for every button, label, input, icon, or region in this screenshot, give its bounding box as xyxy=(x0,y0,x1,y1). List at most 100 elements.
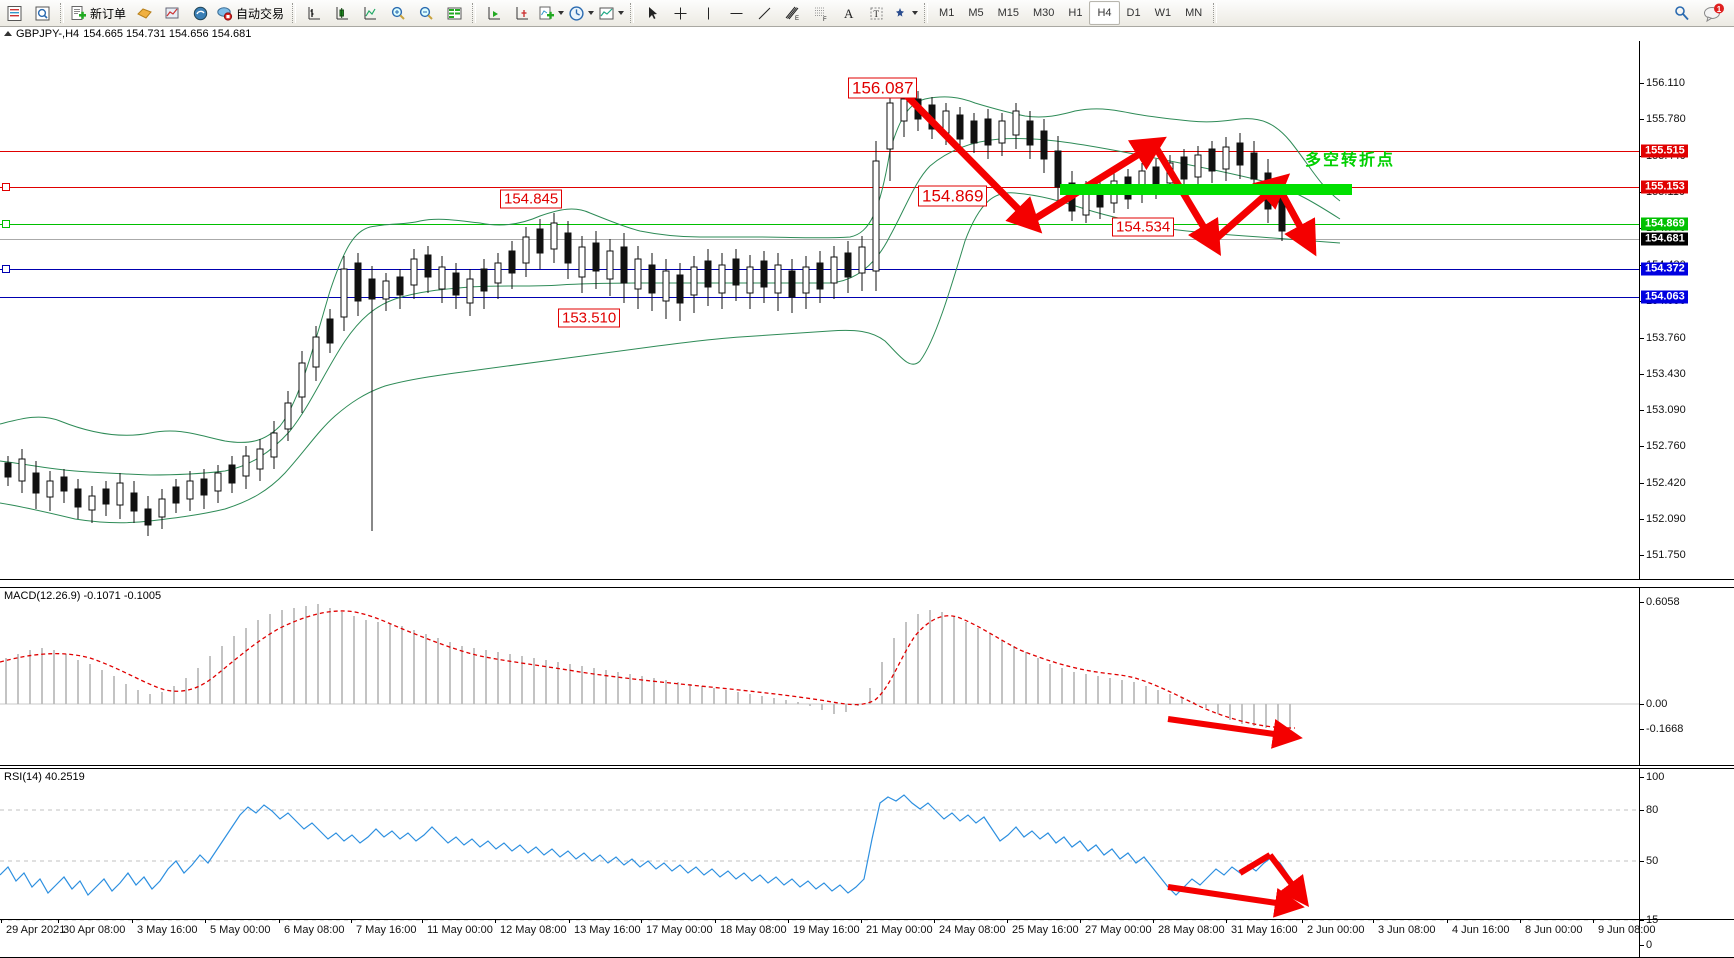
price-tick: 152.090 xyxy=(1640,513,1686,525)
timeframe-m30[interactable]: M30 xyxy=(1033,7,1055,19)
market-watch-icon[interactable] xyxy=(0,1,28,25)
timeframe-h1[interactable]: H1 xyxy=(1068,7,1083,19)
chevron-down-icon[interactable] xyxy=(558,11,565,15)
expert-advisor-icon[interactable] xyxy=(130,1,158,25)
indicators-icon[interactable] xyxy=(536,1,566,25)
auto-trading-label: 自动交易 xyxy=(236,6,285,21)
annotation-153510[interactable]: 153.510 xyxy=(558,308,621,328)
rsi-bearish-arrow-2 xyxy=(1238,852,1272,876)
metaeditor-icon[interactable] xyxy=(186,1,214,25)
rsi-pane[interactable]: RSI(14) 40.2519 100 80 50 15 0 xyxy=(0,768,1734,958)
timeframe-m1[interactable]: M1 xyxy=(939,7,955,19)
level-handle-155153[interactable] xyxy=(2,183,10,191)
time-label: 4 Jun 16:00 xyxy=(1447,920,1510,936)
zoom-in-icon[interactable] xyxy=(384,1,412,25)
zoom-out-icon[interactable] xyxy=(412,1,440,25)
resistance-line-155153[interactable] xyxy=(0,187,1640,188)
timeframe-w1[interactable]: W1 xyxy=(1154,7,1172,19)
price-pane[interactable]: 156.087 154.845 154.869 154.534 153.510 … xyxy=(0,41,1734,580)
bar-chart-icon[interactable] xyxy=(300,1,328,25)
time-label: 8 Jun 00:00 xyxy=(1520,920,1583,936)
price-tick: 152.760 xyxy=(1640,440,1686,452)
badge-count: 1 xyxy=(1717,5,1722,14)
cursor-icon[interactable] xyxy=(638,1,666,25)
notification-badge[interactable]: 1 xyxy=(1700,1,1728,25)
chart-container[interactable]: 156.087 154.845 154.869 154.534 153.510 … xyxy=(0,41,1734,958)
toolbar-separator-4 xyxy=(630,3,635,23)
equidistant-channel-icon[interactable]: E xyxy=(778,1,806,25)
periods-icon[interactable] xyxy=(566,1,596,25)
chart-shift-icon[interactable] xyxy=(508,1,536,25)
chevron-down-icon-4[interactable] xyxy=(912,11,919,15)
resistance-line-155515[interactable] xyxy=(0,151,1640,152)
new-order-button[interactable]: 新订单 xyxy=(68,1,130,25)
vertical-line-icon[interactable] xyxy=(694,1,722,25)
line-chart-icon[interactable] xyxy=(356,1,384,25)
price-tick: 155.780 xyxy=(1640,113,1686,125)
macd-pane[interactable]: MACD(12.26.9) -0.1071 -0.1005 xyxy=(0,587,1734,766)
toolbar-separator-6 xyxy=(1213,3,1218,23)
time-label: 5 May 00:00 xyxy=(205,920,271,936)
timeframe-d1[interactable]: D1 xyxy=(1126,7,1141,19)
price-axis[interactable]: 156.110 155.780 155.440 155.110 154.770 … xyxy=(1639,41,1734,579)
price-label-154869[interactable]: 154.869 xyxy=(1641,217,1688,231)
price-tick: 153.090 xyxy=(1640,404,1686,416)
collapse-triangle-icon[interactable] xyxy=(4,31,12,36)
search-icon[interactable] xyxy=(1668,1,1696,25)
auto-scroll-icon[interactable] xyxy=(480,1,508,25)
time-label: 30 Apr 08:00 xyxy=(57,920,126,936)
toolbar-separator xyxy=(60,3,64,23)
time-axis[interactable]: 29 Apr 2021 30 Apr 08:00 3 May 16:00 5 M… xyxy=(0,919,1734,946)
annotation-154845[interactable]: 154.845 xyxy=(500,189,563,209)
level-handle-154869[interactable] xyxy=(2,220,10,228)
time-label: 7 May 16:00 xyxy=(351,920,417,936)
rsi-bearish-arrow-3 xyxy=(1267,853,1309,907)
current-price-line xyxy=(0,239,1640,240)
level-handle-154372[interactable] xyxy=(2,265,10,273)
templates-icon[interactable] xyxy=(596,1,626,25)
horizontal-line-icon[interactable] xyxy=(722,1,750,25)
timeframe-h4[interactable]: H4 xyxy=(1089,1,1120,25)
support-line-154869[interactable] xyxy=(0,224,1640,225)
macd-tick: 0.00 xyxy=(1640,698,1667,710)
annotation-154869[interactable]: 154.869 xyxy=(918,185,988,207)
annotation-156087[interactable]: 156.087 xyxy=(848,77,918,99)
svg-text:A: A xyxy=(844,6,854,21)
text-icon[interactable]: A xyxy=(834,1,862,25)
price-tick: 153.430 xyxy=(1640,368,1686,380)
time-label: 29 Apr 2021 xyxy=(0,920,66,936)
timeframe-m5[interactable]: M5 xyxy=(968,7,984,19)
rsi-tick: 80 xyxy=(1640,804,1658,816)
rsi-tick: 100 xyxy=(1640,771,1664,783)
time-label: 28 May 08:00 xyxy=(1153,920,1225,936)
chevron-down-icon-2[interactable] xyxy=(588,11,595,15)
trendline-icon[interactable] xyxy=(750,1,778,25)
shapes-icon[interactable] xyxy=(890,1,920,25)
auto-trading-button[interactable]: 自动交易 xyxy=(214,1,288,25)
data-window-icon[interactable] xyxy=(28,1,56,25)
support-zone-band xyxy=(1060,184,1352,195)
macd-axis: 0.6058 0.00 -0.1668 xyxy=(1639,588,1734,765)
price-label-155515[interactable]: 155.515 xyxy=(1641,144,1688,158)
downtrend-arrow-1 xyxy=(899,88,1043,234)
strategy-tester-icon[interactable] xyxy=(158,1,186,25)
text-label-icon[interactable]: T xyxy=(862,1,890,25)
candlestick-chart-icon[interactable] xyxy=(328,1,356,25)
timeframe-mn[interactable]: MN xyxy=(1185,7,1203,19)
macd-canvas xyxy=(0,604,1640,749)
rsi-canvas xyxy=(0,794,1640,921)
price-label-154063[interactable]: 154.063 xyxy=(1641,290,1688,304)
price-label-155153[interactable]: 155.153 xyxy=(1641,180,1688,194)
chevron-down-icon-3[interactable] xyxy=(618,11,625,15)
time-label: 3 May 16:00 xyxy=(132,920,198,936)
crosshair-icon[interactable] xyxy=(666,1,694,25)
annotation-154534[interactable]: 154.534 xyxy=(1112,217,1175,237)
time-label: 18 May 08:00 xyxy=(715,920,787,936)
fibonacci-icon[interactable]: F xyxy=(806,1,834,25)
price-label-154372[interactable]: 154.372 xyxy=(1641,262,1688,276)
timeframe-m15[interactable]: M15 xyxy=(997,7,1019,19)
symbol-name: GBPJPY-,H4 xyxy=(16,27,80,40)
grid-icon[interactable] xyxy=(440,1,468,25)
time-label: 24 May 08:00 xyxy=(934,920,1006,936)
main-toolbar: 新订单 自动交易 xyxy=(0,0,1734,27)
